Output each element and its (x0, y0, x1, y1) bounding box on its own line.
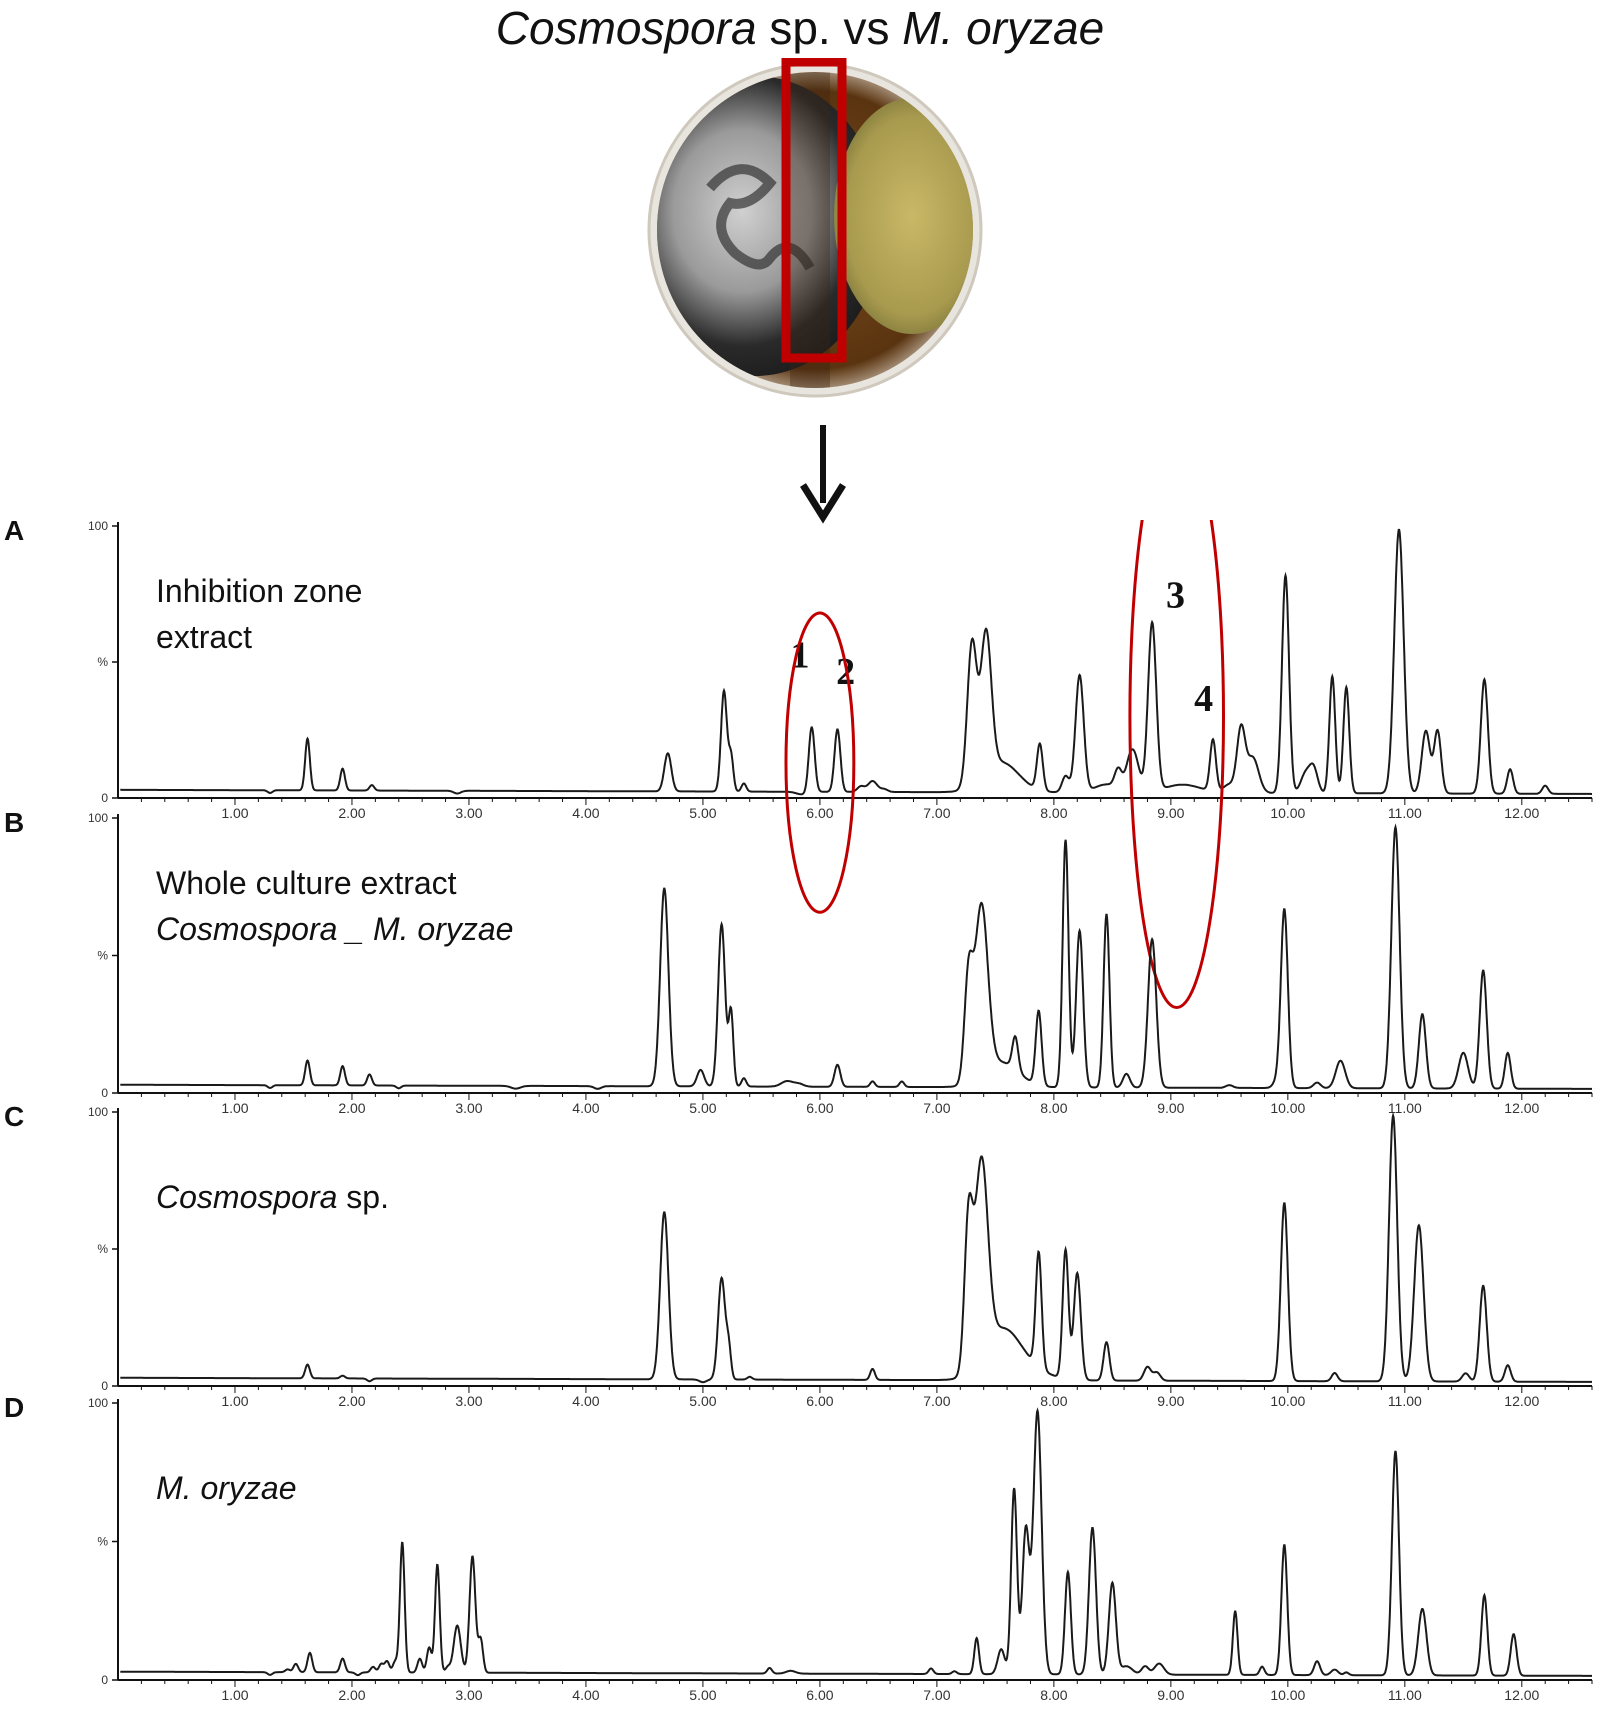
x-tick-label: 5.00 (689, 1100, 716, 1116)
x-tick-label: 7.00 (923, 1100, 950, 1116)
x-tick-label: 1.00 (221, 1687, 248, 1703)
y-tick-label: % (97, 1535, 108, 1549)
trace-label-B: Whole culture extract (156, 865, 457, 901)
x-tick-label: 1.00 (221, 1393, 248, 1409)
trace-label-A: extract (156, 619, 252, 655)
panel-letter-A: A (4, 520, 24, 546)
x-tick-label: 8.00 (1040, 1393, 1067, 1409)
x-tick-label: 8.00 (1040, 805, 1067, 821)
panel-letter-B: B (4, 807, 24, 838)
x-tick-label: 4.00 (572, 1100, 599, 1116)
x-tick-label: 7.00 (923, 805, 950, 821)
x-tick-label: 9.00 (1157, 805, 1184, 821)
inhibition-zone (790, 72, 830, 388)
x-tick-label: 6.00 (806, 1393, 833, 1409)
chromatogram-stack: A 0% 100 1.00 2.00 3.00 4.00 5.00 6.00 7.00 8.00 9.… (4, 520, 1593, 1703)
x-tick-label: 2.00 (338, 1100, 365, 1116)
x-tick-label: 10.00 (1270, 1100, 1305, 1116)
x-tick-label: 9.00 (1157, 1687, 1184, 1703)
y-tick-label: % (97, 949, 108, 963)
x-tick-label: 10.00 (1270, 805, 1305, 821)
x-tick-label: 6.00 (806, 805, 833, 821)
trace-label-C: Cosmospora sp. (156, 1179, 389, 1215)
x-tick-label: 12.00 (1504, 1687, 1539, 1703)
trace-label-B: Cosmospora _ M. oryzae (156, 911, 513, 947)
y-tick-label: 0 (101, 1673, 108, 1687)
colony-pattern (706, 164, 815, 271)
x-tick-label: 11.00 (1388, 1100, 1422, 1116)
x-tick-label: 8.00 (1040, 1100, 1067, 1116)
trace-A (120, 528, 1592, 796)
x-tick-label: 3.00 (455, 1687, 482, 1703)
petri-dish-photo (647, 58, 983, 398)
title-pathogen: M. oryzae (902, 2, 1105, 54)
peak-annotation-3: 3 (1166, 575, 1185, 617)
x-tick-label: 7.00 (923, 1393, 950, 1409)
y-tick-label: 100 (88, 1396, 108, 1410)
x-tick-label: 1.00 (221, 805, 248, 821)
x-tick-label: 5.00 (689, 1687, 716, 1703)
y-tick-label: 0 (101, 1086, 108, 1100)
trace-B (120, 823, 1592, 1090)
x-tick-label: 5.00 (689, 805, 716, 821)
x-tick-label: 4.00 (572, 1393, 599, 1409)
x-tick-label: 1.00 (221, 1100, 248, 1116)
trace-label-D: M. oryzae (156, 1470, 296, 1506)
highlight-ellipse-1 (784, 611, 856, 914)
x-tick-label: 4.00 (572, 1687, 599, 1703)
panel-A: A 0% 100 1.00 2.00 3.00 4.00 5.00 6.00 7.00 8.00 9.… (4, 520, 1593, 1009)
x-tick-label: 9.00 (1157, 1100, 1184, 1116)
trace-C (120, 1111, 1592, 1384)
x-tick-label: 12.00 (1504, 1393, 1539, 1409)
title-genus: Cosmospora (495, 2, 757, 54)
x-tick-label: 2.00 (338, 805, 365, 821)
x-tick-label: 4.00 (572, 805, 599, 821)
y-tick-label: % (97, 1242, 108, 1256)
x-tick-label: 3.00 (455, 1393, 482, 1409)
x-tick-label: 8.00 (1040, 1687, 1067, 1703)
peak-annotation-4: 4 (1194, 678, 1213, 720)
panel-letter-C: C (4, 1101, 24, 1132)
x-tick-label: 12.00 (1504, 805, 1539, 821)
down-arrow-icon (800, 425, 846, 524)
panel-C: C 0% 100 1.00 2.00 3.00 4.00 5.00 6.00 7.00 8.00 9.… (4, 1101, 1593, 1409)
x-tick-label: 5.00 (689, 1393, 716, 1409)
y-tick-label: 100 (88, 520, 108, 533)
x-tick-label: 12.00 (1504, 1100, 1539, 1116)
x-tick-label: 6.00 (806, 1687, 833, 1703)
figure-title: Cosmospora sp. vs M. oryzae (0, 0, 1600, 60)
x-tick-label: 6.00 (806, 1100, 833, 1116)
x-tick-label: 10.00 (1270, 1393, 1305, 1409)
x-tick-label: 11.00 (1388, 805, 1422, 821)
y-tick-label: % (97, 655, 108, 669)
x-tick-label: 10.00 (1270, 1687, 1305, 1703)
x-tick-label: 2.00 (338, 1393, 365, 1409)
y-tick-label: 0 (101, 1379, 108, 1393)
panel-letter-D: D (4, 1392, 24, 1423)
mycelium-colony (834, 98, 973, 334)
x-tick-label: 11.00 (1388, 1393, 1422, 1409)
trace-D (120, 1407, 1592, 1677)
y-tick-label: 0 (101, 791, 108, 805)
highlight-ellipse-2 (1128, 520, 1225, 1009)
title-middle: sp. vs (756, 2, 903, 54)
x-tick-label: 3.00 (455, 805, 482, 821)
y-tick-label: 100 (88, 811, 108, 825)
panel-B: B 0% 100 1.00 2.00 3.00 4.00 5.00 6.00 7.00 8.00 9.… (4, 807, 1593, 1116)
x-tick-label: 7.00 (923, 1687, 950, 1703)
x-tick-label: 11.00 (1388, 1687, 1422, 1703)
y-tick-label: 100 (88, 1105, 108, 1119)
x-tick-label: 2.00 (338, 1687, 365, 1703)
x-tick-label: 9.00 (1157, 1393, 1184, 1409)
cosmospora-colony (657, 76, 883, 376)
trace-label-A: Inhibition zone (156, 573, 362, 609)
inhibition-zone-box (781, 58, 847, 363)
panel-D: D 0% 100 1.00 2.00 3.00 4.00 5.00 6.00 7.00 8.00 9.… (4, 1392, 1593, 1703)
x-tick-label: 3.00 (455, 1100, 482, 1116)
